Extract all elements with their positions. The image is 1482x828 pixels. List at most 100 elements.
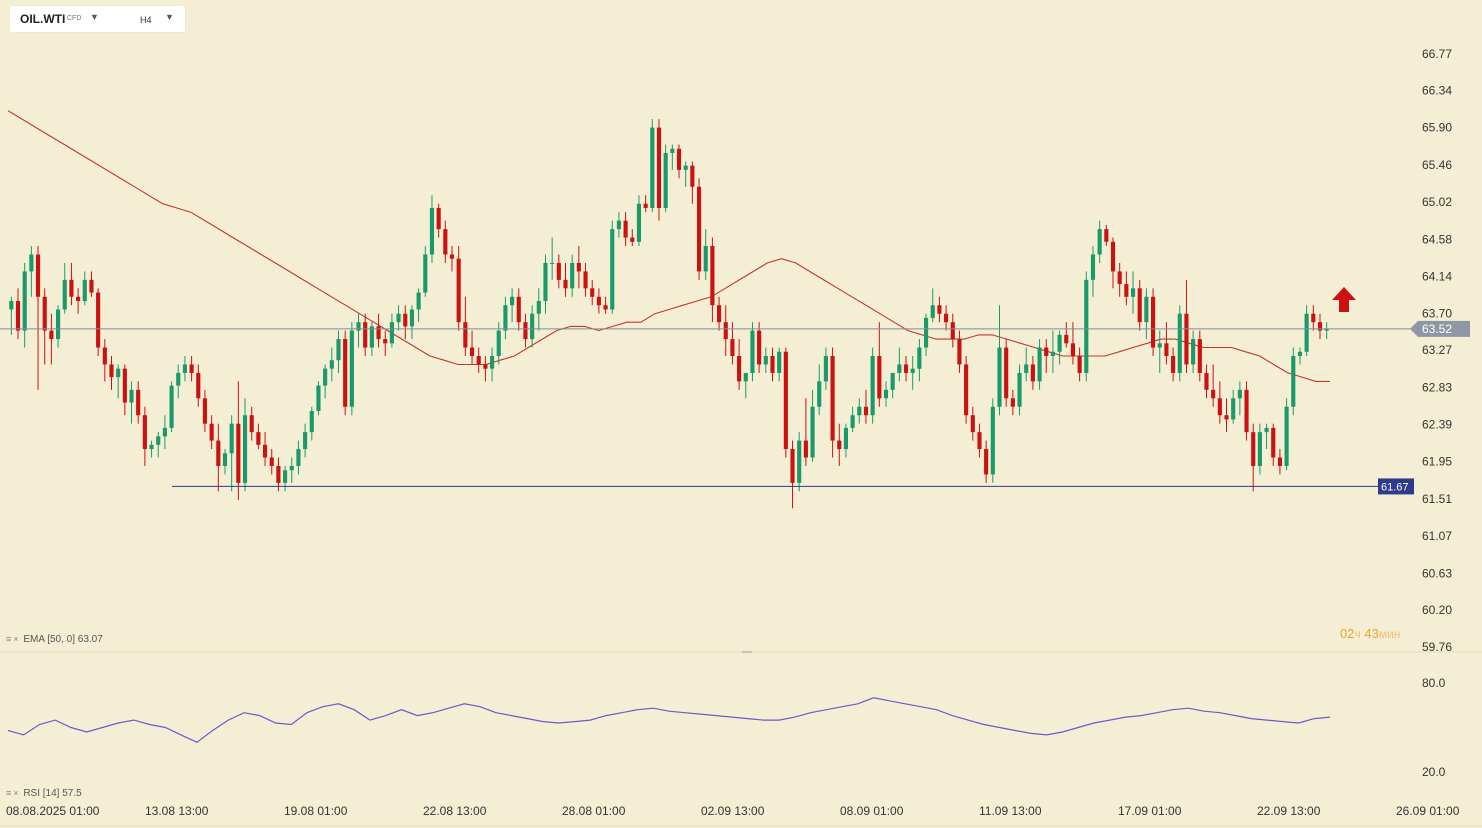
candle-body [717, 305, 722, 323]
candle-body [396, 313, 401, 323]
candle-body [369, 326, 374, 348]
symbol-selector[interactable]: OIL.WTI CFD ▼ H4 ▼ [10, 6, 185, 32]
candle-body [456, 258, 461, 323]
candle-body [556, 262, 561, 280]
candle-body [336, 339, 341, 361]
candle-body [189, 364, 194, 373]
candle-body [1284, 406, 1289, 466]
candle-body [343, 339, 348, 407]
candle-body [610, 229, 615, 310]
candle-body [777, 351, 782, 373]
candle-body [42, 296, 47, 331]
support-level-tag [1378, 478, 1414, 495]
candle-body [22, 271, 27, 331]
candle-body [863, 406, 869, 416]
candle-body [289, 465, 294, 471]
close-icon[interactable]: × [13, 634, 19, 644]
candle-body [837, 440, 842, 450]
candle-body [1044, 347, 1049, 356]
candle-body [1150, 296, 1156, 348]
candle-body [1177, 313, 1182, 373]
candle-body [910, 368, 915, 373]
candle-body [730, 339, 735, 356]
candle-body [810, 406, 815, 458]
price-tick-label: 62.83 [1422, 380, 1452, 394]
candle-body [1237, 389, 1242, 399]
price-tick-label: 61.07 [1422, 529, 1452, 543]
settings-icon[interactable]: ≡ [6, 634, 12, 644]
candle-body [850, 415, 855, 428]
caret-down-icon[interactable]: ▼ [90, 12, 99, 22]
ema-indicator-label[interactable]: ≡ × EMA [50, 0] 63.07 [6, 634, 103, 645]
candle-body [363, 322, 368, 348]
candle-body [923, 317, 929, 348]
candle-body [56, 309, 61, 340]
rsi-indicator-label[interactable]: ≡ × RSI [14] 57.5 [6, 788, 82, 799]
candle-body [96, 292, 101, 348]
candle-body [770, 355, 775, 373]
candle-countdown: 02ч 43мин [1340, 626, 1400, 641]
candle-body [329, 360, 334, 369]
timer-hours: 02 [1340, 626, 1355, 641]
candle-body [1311, 313, 1316, 323]
price-tick-label: 65.90 [1422, 121, 1452, 135]
caret-down-icon[interactable]: ▼ [165, 12, 174, 22]
candle-body [62, 279, 67, 310]
candle-body [182, 364, 188, 373]
candle-body [1257, 432, 1262, 466]
candle-body [436, 207, 441, 230]
candle-body [977, 432, 982, 450]
time-tick-label: 02.09 13:00 [701, 804, 765, 818]
candle-body [15, 301, 21, 331]
current-price-tag [1410, 320, 1470, 337]
candle-body [636, 203, 642, 242]
candle-body [1050, 351, 1055, 356]
price-tick-label: 62.39 [1422, 418, 1452, 432]
candle-body [890, 372, 895, 390]
candle-body [1291, 355, 1296, 407]
candle-body [1271, 427, 1276, 458]
candle-body [229, 423, 234, 454]
candle-body [409, 309, 415, 327]
candle-body [1164, 343, 1169, 356]
candle-body [1224, 415, 1229, 420]
candle-body [1097, 229, 1102, 255]
candle-body [1211, 389, 1216, 399]
settings-icon[interactable]: ≡ [6, 788, 12, 798]
candle-body [616, 220, 621, 230]
candle-body [489, 355, 495, 369]
candle-body [29, 254, 34, 272]
candle-body [309, 410, 314, 433]
candle-body [877, 355, 882, 399]
candle-body [129, 389, 134, 403]
candle-body [242, 415, 248, 483]
timeframe-selector[interactable]: H4 [140, 15, 152, 25]
candle-body [1064, 334, 1069, 344]
candle-body [957, 339, 962, 365]
candle-body [1297, 351, 1303, 356]
price-tick-label: 66.34 [1422, 83, 1452, 97]
price-tick-label: 65.02 [1422, 195, 1452, 209]
candle-body [670, 148, 675, 153]
candle-body [76, 296, 81, 302]
close-icon[interactable]: × [13, 788, 19, 798]
time-tick-label: 08.08.2025 01:00 [6, 804, 100, 818]
candle-body [1264, 427, 1269, 433]
candle-body [429, 207, 435, 255]
candle-body [997, 347, 1002, 407]
candle-body [1010, 398, 1015, 407]
candle-body [349, 330, 354, 407]
candle-body [510, 296, 515, 306]
price-tick-label: 66.77 [1422, 47, 1452, 61]
candle-body [496, 330, 501, 356]
candle-body [142, 415, 147, 450]
candle-body [696, 186, 702, 272]
candle-body [823, 355, 828, 382]
candle-body [1004, 347, 1009, 399]
candle-body [743, 372, 748, 382]
candle-body [82, 279, 87, 302]
candle-body [469, 347, 475, 356]
candle-body [1324, 328, 1329, 331]
current-price-label: 63.52 [1422, 322, 1452, 336]
